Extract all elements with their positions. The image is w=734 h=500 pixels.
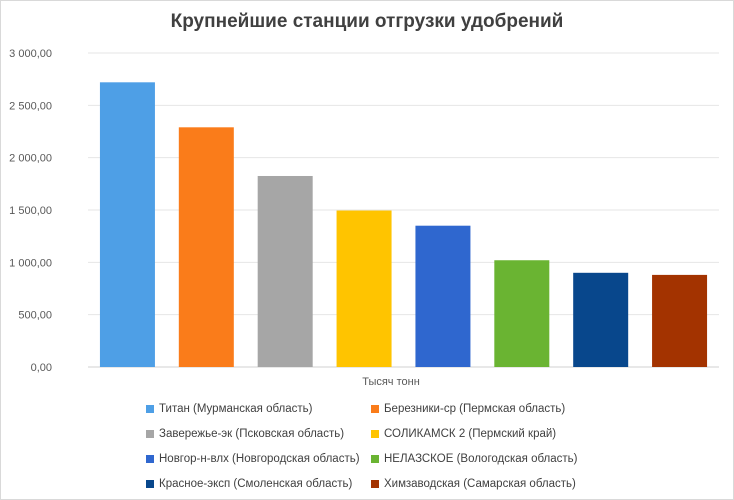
legend-swatch	[371, 480, 379, 488]
y-tick-label: 500,00	[18, 310, 52, 322]
bar	[652, 274, 708, 367]
bar	[257, 175, 313, 367]
bar	[336, 210, 392, 367]
legend-label: Завережье-эк (Псковская область)	[159, 428, 345, 440]
legend-swatch	[146, 480, 154, 488]
y-tick-label: 2 500,00	[9, 100, 52, 112]
bar	[573, 272, 629, 367]
legend-entry: Химзаводская (Самарская область)	[371, 476, 616, 492]
legend-entry: Новгор-н-влх (Новгородская область)	[146, 451, 371, 467]
bar	[415, 225, 471, 367]
legend-swatch	[371, 405, 379, 413]
legend: Титан (Мурманская область) Березники-ср (…	[146, 401, 616, 492]
y-tick-label: 0,00	[31, 362, 52, 374]
bar	[99, 82, 155, 367]
legend-label: Красное-эксп (Смоленская область)	[159, 478, 353, 490]
legend-entry: НЕЛАЗСКОЕ (Вологодская область)	[371, 451, 616, 467]
legend-swatch	[146, 405, 154, 413]
legend-entry: Завережье-эк (Псковская область)	[146, 426, 371, 442]
bars	[99, 82, 708, 368]
legend-label: Титан (Мурманская область)	[159, 403, 313, 415]
y-axis-tick-labels: 0,00 500,00 1 000,00 1 500,00 2 000,00 2 500,…	[9, 48, 52, 374]
y-tick-label: 1 000,00	[9, 257, 52, 269]
y-tick-label: 3 000,00	[9, 48, 52, 60]
legend-label: Березники-ср (Пермская область)	[384, 403, 566, 415]
legend-entry: СОЛИКАМСК 2 (Пермский край)	[371, 426, 616, 442]
legend-swatch	[371, 455, 379, 463]
y-tick-label: 1 500,00	[9, 205, 52, 217]
bar	[494, 260, 550, 367]
legend-label: НЕЛАЗСКОЕ (Вологодская область)	[384, 453, 578, 465]
legend-swatch	[371, 430, 379, 438]
x-axis-title: Тысяч тонн	[362, 376, 420, 388]
legend-entry: Березники-ср (Пермская область)	[371, 401, 616, 417]
legend-entry: Красное-эксп (Смоленская область)	[146, 476, 371, 492]
legend-entry: Титан (Мурманская область)	[146, 401, 371, 417]
legend-label: СОЛИКАМСК 2 (Пермский край)	[384, 428, 557, 440]
chart-title: Крупнейшие станции отгрузки удобрений	[170, 11, 564, 32]
legend-swatch	[146, 430, 154, 438]
bar	[178, 127, 234, 368]
legend-swatch	[146, 455, 154, 463]
legend-label: Новгор-н-влх (Новгородская область)	[159, 453, 360, 465]
legend-label: Химзаводская (Самарская область)	[384, 478, 576, 490]
plot-area: 0,00 500,00 1 000,00 1 500,00 2 000,00 2 500,…	[9, 48, 719, 388]
y-tick-label: 2 000,00	[9, 153, 52, 165]
